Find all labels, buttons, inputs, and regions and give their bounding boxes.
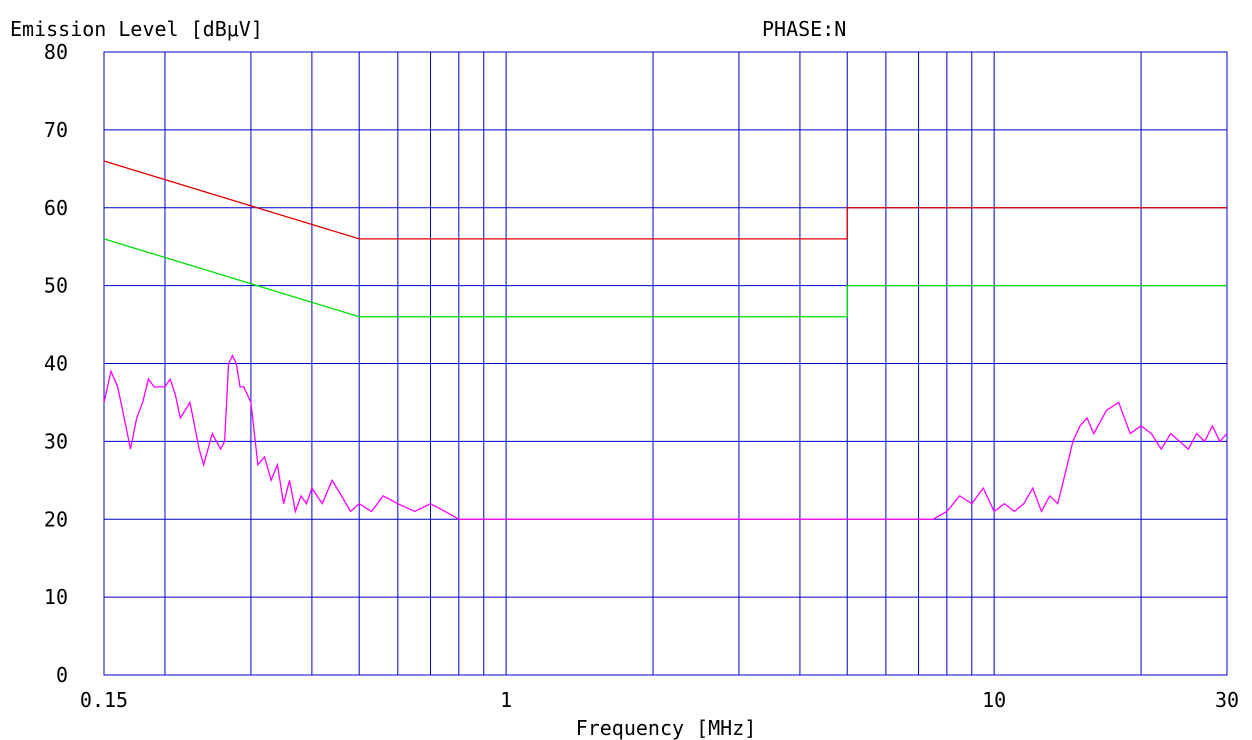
y-tick-label: 60 <box>44 196 68 220</box>
x-tick-label: 1 <box>500 688 512 712</box>
y-tick-label: 70 <box>44 118 68 142</box>
y-tick-labels: 0 10 20 30 40 50 60 70 80 <box>44 40 68 687</box>
x-axis-title: Frequency [MHz] <box>576 716 757 740</box>
grid-layer <box>103 51 1228 676</box>
y-tick-label: 40 <box>44 352 68 376</box>
y-tick-label: 30 <box>44 429 68 453</box>
x-tick-labels: 0.15 1 10 30 <box>80 688 1239 712</box>
plot-frame <box>103 51 1228 676</box>
y-tick-label: 80 <box>44 40 68 64</box>
x-tick-label: 0.15 <box>80 688 128 712</box>
series-line-3 <box>103 354 1228 520</box>
y-tick-label: 50 <box>44 274 68 298</box>
series-layer <box>103 160 1228 520</box>
y-tick-label: 10 <box>44 585 68 609</box>
y-tick-label: 20 <box>44 507 68 531</box>
y-tick-label: 0 <box>56 663 68 687</box>
x-tick-label: 30 <box>1215 688 1239 712</box>
y-axis-title: Emission Level [dBμV] <box>10 17 263 41</box>
x-tick-label: 10 <box>982 688 1006 712</box>
series-line-2 <box>103 238 1227 318</box>
chart-title: PHASE:N <box>762 17 846 41</box>
series-line-1 <box>103 160 1227 240</box>
